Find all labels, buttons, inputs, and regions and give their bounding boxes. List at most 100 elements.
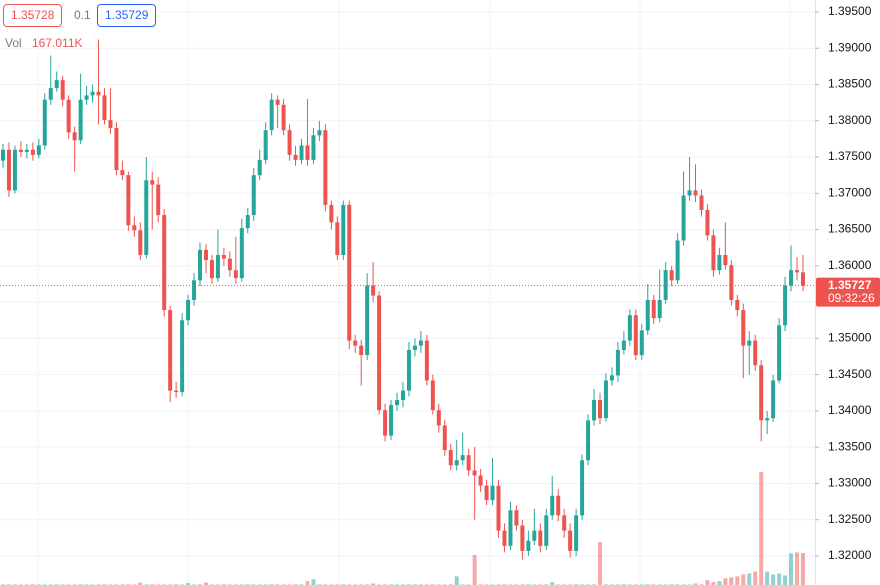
bid-box[interactable]: 1.35728 [3, 4, 63, 27]
volume-bar [753, 571, 758, 585]
volume-bar [783, 575, 788, 585]
candle-body [783, 285, 788, 326]
volume-label: Vol [5, 36, 22, 50]
volume-bar [693, 583, 698, 585]
candle-body [627, 315, 632, 341]
y-tick-label: 1.32500 [828, 512, 872, 526]
candle-body [287, 130, 292, 155]
candle-body [377, 295, 382, 411]
candle-body [347, 204, 352, 341]
y-tick-label: 1.34000 [828, 403, 872, 417]
candle-body [245, 215, 250, 229]
candle-body [442, 425, 447, 451]
candle-body [233, 270, 238, 279]
candle-body [484, 485, 489, 501]
candle-body [532, 530, 537, 541]
candle-body [705, 209, 710, 236]
candle-body [365, 285, 370, 356]
candle-body [526, 540, 531, 551]
candle-body [18, 149, 23, 152]
candle-body [174, 390, 179, 393]
candle-body [180, 320, 185, 393]
candle-body [508, 510, 513, 546]
candle-body [466, 455, 471, 471]
candle-body [144, 180, 149, 255]
spread: 0.1 [66, 4, 99, 27]
candle-body [96, 91, 101, 96]
y-tick-label: 1.32000 [828, 548, 872, 562]
candle-body [556, 495, 561, 516]
volume-value: 167.011K [32, 36, 83, 50]
y-tick-label: 1.39000 [828, 40, 872, 54]
candle-body [192, 280, 197, 300]
candle-body [353, 340, 358, 346]
candle-body [162, 215, 167, 311]
candle-body [645, 299, 650, 331]
candle-body [663, 270, 668, 300]
volume-bar [454, 576, 459, 585]
volume-bar [765, 571, 770, 585]
candle-body [186, 299, 191, 321]
ask-box[interactable]: 1.35729 [97, 4, 157, 27]
candle-body [669, 270, 674, 281]
candle-body [42, 99, 47, 146]
volume-bar [759, 471, 764, 585]
candle-body [30, 149, 35, 155]
candle-body [520, 525, 525, 551]
volume-bar [311, 579, 316, 585]
candle-body [460, 455, 465, 461]
candle-body [609, 375, 614, 381]
candle-body [747, 340, 752, 346]
candle-body [586, 420, 591, 461]
candle-body [6, 149, 11, 191]
candle-body [54, 80, 59, 89]
candle-body [395, 400, 400, 406]
candle-body [299, 145, 304, 160]
candle-body [126, 175, 131, 226]
candle-body [383, 410, 388, 436]
candle-body [562, 515, 567, 531]
y-tick-label: 1.36000 [828, 258, 872, 272]
candle-body [150, 180, 155, 185]
candle-body [221, 254, 226, 259]
volume-bar [138, 582, 143, 585]
y-tick-label: 1.38000 [828, 113, 872, 127]
candle-body [359, 345, 364, 356]
candle-body [48, 88, 53, 100]
candle-body [448, 450, 453, 466]
candle-body [72, 132, 77, 141]
volume-bar [800, 552, 805, 585]
candle-body [777, 325, 782, 381]
candle-body [227, 258, 232, 271]
candle-body [496, 485, 501, 531]
candle-body [114, 128, 119, 171]
volume-bar [771, 574, 776, 585]
candle-body [544, 515, 549, 546]
candle-body [311, 135, 316, 160]
candle-body [371, 285, 376, 296]
candle-body [168, 310, 173, 391]
candle-body [699, 195, 704, 210]
candle-body [138, 230, 143, 255]
candle-body [729, 265, 734, 300]
candle-body [639, 330, 644, 356]
candle-body [36, 145, 41, 155]
candle-body [681, 195, 686, 241]
last-price-box [816, 277, 880, 307]
candle-body [675, 240, 680, 281]
candle-body [550, 495, 555, 516]
volume-bar [711, 582, 716, 585]
candle-body [341, 204, 346, 255]
volume-bar [741, 574, 746, 585]
candle-body [454, 460, 459, 466]
candle-body [800, 272, 805, 286]
candle-body [502, 530, 507, 546]
y-tick-label: 1.37000 [828, 185, 872, 199]
candle-body [1, 149, 5, 161]
candle-body [412, 345, 417, 350]
candle-body [598, 400, 602, 419]
candle-body [711, 235, 716, 271]
volume-bar [777, 573, 782, 585]
y-tick-label: 1.38500 [828, 77, 872, 91]
